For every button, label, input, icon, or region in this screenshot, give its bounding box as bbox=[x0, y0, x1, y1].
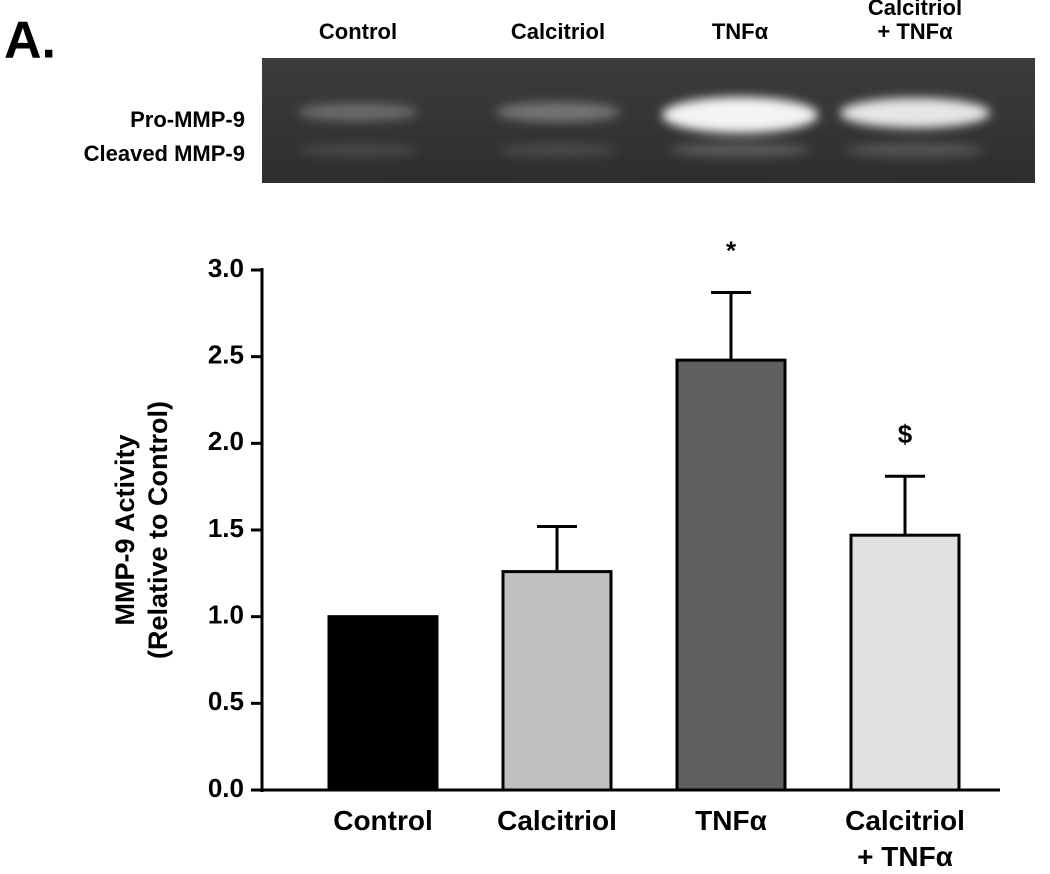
y-tick-label: 2.0 bbox=[208, 426, 244, 456]
band-label: Pro-MMP-9 bbox=[130, 107, 245, 132]
x-tick-label: Calcitriol + TNFα bbox=[845, 805, 965, 872]
y-axis-label: MMP-9 Activity (Relative to Control) bbox=[110, 401, 173, 660]
x-tick-label: Control bbox=[333, 805, 433, 836]
bar bbox=[327, 615, 439, 792]
band-label: Cleaved MMP-9 bbox=[84, 141, 245, 166]
lane-label: Calcitriol bbox=[510, 19, 606, 44]
bar bbox=[849, 533, 961, 792]
lane-label: TNFα bbox=[711, 19, 769, 44]
y-tick-label: 0.5 bbox=[208, 686, 244, 716]
y-tick-label: 2.5 bbox=[208, 340, 244, 370]
significance-label: $ bbox=[898, 419, 913, 449]
y-tick-label: 0.0 bbox=[208, 773, 244, 803]
x-tick-label: Calcitriol bbox=[497, 805, 617, 836]
significance-label: * bbox=[726, 235, 737, 265]
y-tick-label: 1.5 bbox=[208, 513, 244, 543]
y-tick-label: 3.0 bbox=[208, 253, 244, 283]
bar bbox=[675, 358, 787, 792]
lane-label: Calcitriol + TNFα bbox=[867, 0, 963, 44]
x-tick-label: TNFα bbox=[695, 805, 767, 836]
gel-image bbox=[262, 58, 1035, 183]
bar bbox=[501, 570, 613, 792]
lane-label: Control bbox=[318, 19, 398, 44]
y-tick-label: 1.0 bbox=[208, 600, 244, 630]
panel-label: A. bbox=[4, 12, 56, 70]
